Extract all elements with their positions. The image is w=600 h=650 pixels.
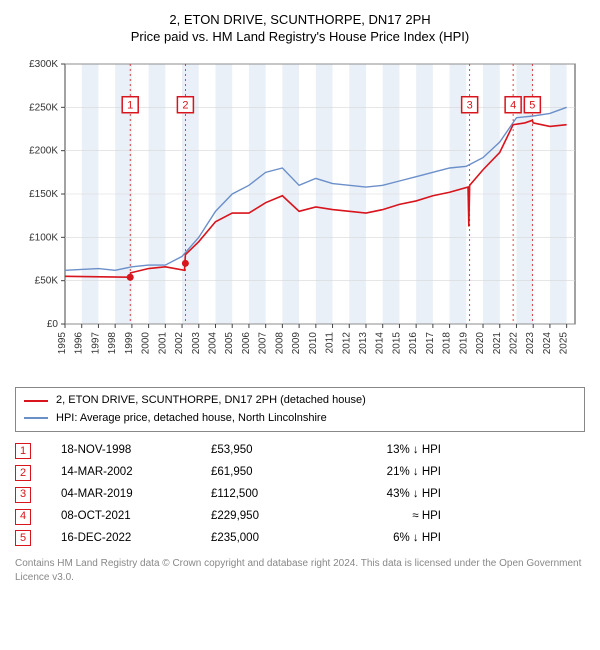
transaction-row: 2 14-MAR-2002 £61,950 21% ↓ HPI bbox=[15, 462, 585, 484]
legend-item-hpi: HPI: Average price, detached house, Nort… bbox=[24, 410, 576, 428]
svg-text:2009: 2009 bbox=[291, 332, 302, 355]
legend: 2, ETON DRIVE, SCUNTHORPE, DN17 2PH (det… bbox=[15, 387, 585, 432]
chart-title-address: 2, ETON DRIVE, SCUNTHORPE, DN17 2PH bbox=[15, 12, 585, 27]
svg-text:£300K: £300K bbox=[29, 59, 58, 70]
svg-text:2015: 2015 bbox=[391, 332, 402, 355]
transaction-diff: 13% ↓ HPI bbox=[341, 440, 441, 462]
transaction-date: 14-MAR-2002 bbox=[61, 462, 181, 484]
transaction-diff: ≈ HPI bbox=[341, 506, 441, 528]
svg-text:2008: 2008 bbox=[274, 332, 285, 355]
svg-text:2025: 2025 bbox=[559, 332, 570, 355]
svg-text:2007: 2007 bbox=[258, 332, 269, 355]
transaction-price: £53,950 bbox=[211, 440, 311, 462]
svg-text:3: 3 bbox=[467, 100, 473, 112]
svg-text:1995: 1995 bbox=[57, 332, 68, 355]
transaction-row: 3 04-MAR-2019 £112,500 43% ↓ HPI bbox=[15, 484, 585, 506]
legend-label: HPI: Average price, detached house, Nort… bbox=[56, 410, 327, 428]
copyright-footnote: Contains HM Land Registry data © Crown c… bbox=[15, 557, 585, 585]
svg-text:2017: 2017 bbox=[425, 332, 436, 355]
svg-text:2013: 2013 bbox=[358, 332, 369, 355]
svg-text:2010: 2010 bbox=[308, 332, 319, 355]
svg-text:1997: 1997 bbox=[90, 332, 101, 355]
svg-text:£50K: £50K bbox=[35, 276, 59, 287]
svg-text:2019: 2019 bbox=[458, 332, 469, 355]
legend-swatch bbox=[24, 400, 48, 402]
svg-text:2023: 2023 bbox=[525, 332, 536, 355]
transaction-price: £235,000 bbox=[211, 528, 311, 550]
svg-text:2014: 2014 bbox=[375, 332, 386, 355]
svg-text:2005: 2005 bbox=[224, 332, 235, 355]
transaction-marker: 5 bbox=[15, 530, 31, 546]
transaction-price: £112,500 bbox=[211, 484, 311, 506]
transaction-marker: 3 bbox=[15, 487, 31, 503]
chart-title-subtitle: Price paid vs. HM Land Registry's House … bbox=[15, 29, 585, 44]
svg-text:2000: 2000 bbox=[141, 332, 152, 355]
legend-label: 2, ETON DRIVE, SCUNTHORPE, DN17 2PH (det… bbox=[56, 392, 366, 410]
transaction-row: 1 18-NOV-1998 £53,950 13% ↓ HPI bbox=[15, 440, 585, 462]
svg-text:£150K: £150K bbox=[29, 189, 58, 200]
transaction-row: 5 16-DEC-2022 £235,000 6% ↓ HPI bbox=[15, 528, 585, 550]
transaction-date: 08-OCT-2021 bbox=[61, 506, 181, 528]
transaction-diff: 6% ↓ HPI bbox=[341, 528, 441, 550]
svg-text:2002: 2002 bbox=[174, 332, 185, 355]
transaction-price: £61,950 bbox=[211, 462, 311, 484]
svg-text:2012: 2012 bbox=[341, 332, 352, 355]
svg-text:£200K: £200K bbox=[29, 146, 58, 157]
svg-text:2018: 2018 bbox=[442, 332, 453, 355]
svg-text:2016: 2016 bbox=[408, 332, 419, 355]
transaction-marker: 1 bbox=[15, 443, 31, 459]
svg-text:2024: 2024 bbox=[542, 332, 553, 355]
svg-text:1999: 1999 bbox=[124, 332, 135, 355]
price-chart: £0 £50K £100K £150K £200K £250K £300K 1995 1996 1… bbox=[15, 54, 585, 379]
svg-text:2003: 2003 bbox=[191, 332, 202, 355]
transaction-date: 16-DEC-2022 bbox=[61, 528, 181, 550]
transaction-diff: 21% ↓ HPI bbox=[341, 462, 441, 484]
transaction-marker: 4 bbox=[15, 509, 31, 525]
svg-text:2001: 2001 bbox=[157, 332, 168, 355]
transaction-marker: 2 bbox=[15, 465, 31, 481]
svg-text:2022: 2022 bbox=[508, 332, 519, 355]
transaction-price: £229,950 bbox=[211, 506, 311, 528]
transaction-diff: 43% ↓ HPI bbox=[341, 484, 441, 506]
svg-text:£100K: £100K bbox=[29, 232, 58, 243]
transactions-table: 1 18-NOV-1998 £53,950 13% ↓ HPI 2 14-MAR-2002… bbox=[15, 440, 585, 549]
transaction-date: 04-MAR-2019 bbox=[61, 484, 181, 506]
svg-text:£250K: £250K bbox=[29, 102, 58, 113]
svg-text:£0: £0 bbox=[47, 319, 59, 330]
svg-text:1996: 1996 bbox=[74, 332, 85, 355]
svg-text:2: 2 bbox=[182, 100, 188, 112]
legend-item-property: 2, ETON DRIVE, SCUNTHORPE, DN17 2PH (det… bbox=[24, 392, 576, 410]
svg-text:4: 4 bbox=[510, 100, 516, 112]
svg-text:2011: 2011 bbox=[325, 332, 336, 354]
transaction-date: 18-NOV-1998 bbox=[61, 440, 181, 462]
svg-text:2021: 2021 bbox=[492, 332, 503, 355]
svg-text:1: 1 bbox=[127, 100, 133, 112]
svg-text:2004: 2004 bbox=[207, 332, 218, 355]
svg-text:2006: 2006 bbox=[241, 332, 252, 355]
transaction-row: 4 08-OCT-2021 £229,950 ≈ HPI bbox=[15, 506, 585, 528]
legend-swatch bbox=[24, 417, 48, 419]
svg-text:1998: 1998 bbox=[107, 332, 118, 355]
svg-text:2020: 2020 bbox=[475, 332, 486, 355]
svg-text:5: 5 bbox=[529, 100, 535, 112]
